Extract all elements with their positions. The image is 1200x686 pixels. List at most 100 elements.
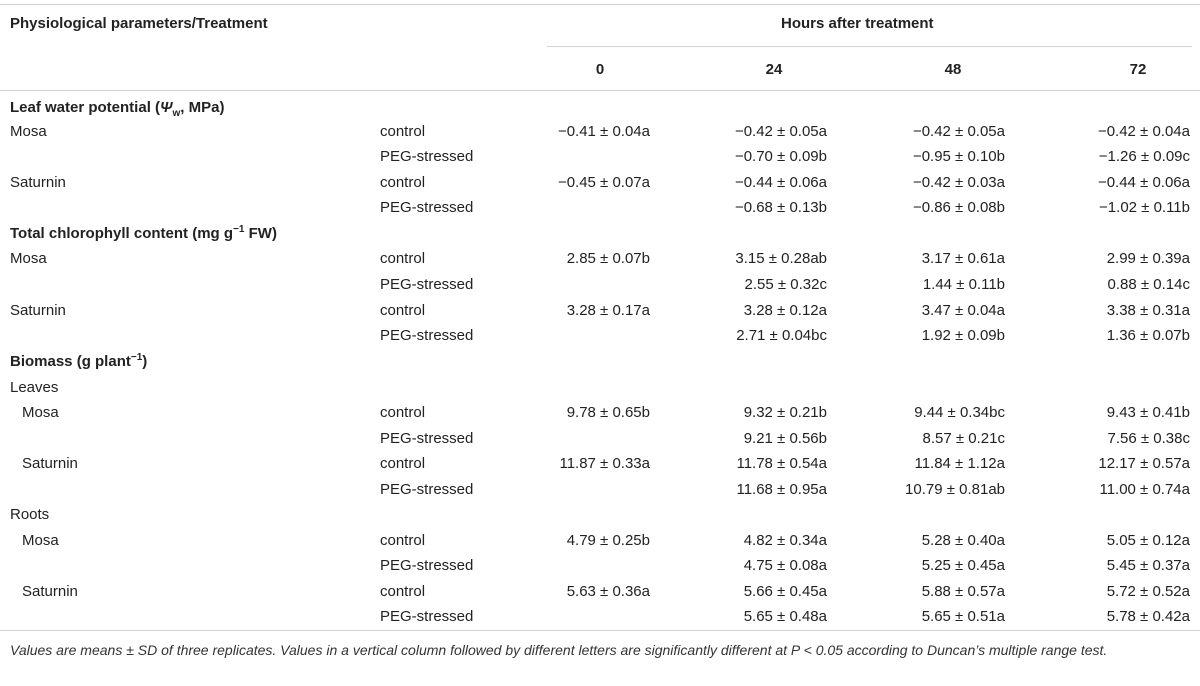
value-cell-48h: 5.28 ± 0.40a	[921, 532, 1005, 549]
treatment-label: PEG-stressed	[380, 430, 474, 447]
treatment-label: control	[380, 455, 426, 472]
table-row: Mosa control 4.79 ± 0.25b 4.82 ± 0.34a 5…	[0, 530, 1200, 555]
cultivar-label: Mosa	[22, 532, 59, 549]
section-unit: FW)	[244, 225, 277, 242]
value-cell-72h: 12.17 ± 0.57a	[1098, 455, 1190, 472]
treatment-label: control	[380, 250, 426, 267]
cultivar-label: Mosa	[10, 250, 47, 267]
section-title: Leaf water potential (Ψw, MPa)	[10, 99, 225, 119]
value-cell-24h: 2.55 ± 0.32c	[744, 276, 827, 293]
treatment-label: PEG-stressed	[380, 148, 474, 165]
table-row: Saturnin control −0.45 ± 0.07a −0.44 ± 0…	[0, 172, 1200, 197]
value-cell-48h: 3.17 ± 0.61a	[921, 250, 1005, 267]
section-title: Total chlorophyll content (mg g−1 FW)	[10, 225, 277, 243]
value-cell-72h: 5.05 ± 0.12a	[1106, 532, 1190, 549]
value-cell-72h: −0.44 ± 0.06a	[1097, 174, 1190, 191]
cultivar-label: Mosa	[10, 123, 47, 140]
subsection-row: Roots	[0, 504, 1200, 529]
cultivar-label: Saturnin	[10, 174, 66, 191]
section-superscript: −1	[130, 352, 143, 363]
table-row: PEG-stressed −0.68 ± 0.13b −0.86 ± 0.08b…	[0, 197, 1200, 222]
treatment-label: control	[380, 532, 426, 549]
value-cell-24h: −0.68 ± 0.13b	[734, 199, 827, 216]
section-title-row: Total chlorophyll content (mg g−1 FW)	[0, 223, 1200, 248]
value-cell-48h: −0.42 ± 0.05a	[912, 123, 1005, 140]
value-cell-72h: 3.38 ± 0.31a	[1106, 302, 1190, 319]
value-cell-48h: −0.86 ± 0.08b	[912, 199, 1005, 216]
cultivar-label: Saturnin	[22, 455, 78, 472]
value-cell-48h: 10.79 ± 0.81ab	[905, 481, 1005, 498]
value-cell-48h: 9.44 ± 0.34bc	[914, 404, 1005, 421]
hours-span-rule	[547, 46, 1192, 47]
header-bottom-rule	[0, 90, 1200, 91]
cultivar-label: Saturnin	[22, 583, 78, 600]
table-row: Saturnin control 11.87 ± 0.33a 11.78 ± 0…	[0, 453, 1200, 478]
value-cell-24h: 9.21 ± 0.56b	[743, 430, 827, 447]
psi-subscript: w	[172, 108, 181, 119]
value-cell-0h: 2.85 ± 0.07b	[566, 250, 650, 267]
value-cell-48h: −0.95 ± 0.10b	[912, 148, 1005, 165]
value-cell-24h: −0.42 ± 0.05a	[734, 123, 827, 140]
value-cell-48h: 5.88 ± 0.57a	[921, 583, 1005, 600]
value-cell-0h: 11.87 ± 0.33a	[559, 455, 650, 472]
subsection-leaves-label: Leaves	[10, 379, 59, 396]
table-header-hours: Hours after treatment	[781, 15, 934, 32]
table-row: PEG-stressed 4.75 ± 0.08a 5.25 ± 0.45a 5…	[0, 555, 1200, 580]
value-cell-48h: 5.65 ± 0.51a	[921, 608, 1005, 625]
table-row: PEG-stressed 9.21 ± 0.56b 8.57 ± 0.21c 7…	[0, 428, 1200, 453]
column-header-48h: 48	[944, 61, 962, 78]
treatment-label: PEG-stressed	[380, 557, 474, 574]
value-cell-72h: 11.00 ± 0.74a	[1099, 481, 1190, 498]
value-cell-24h: 11.78 ± 0.54a	[736, 455, 827, 472]
treatment-label: control	[380, 302, 426, 319]
value-cell-72h: 5.78 ± 0.42a	[1106, 608, 1190, 625]
value-cell-24h: 2.71 ± 0.04bc	[736, 327, 827, 344]
value-cell-72h: 9.43 ± 0.41b	[1106, 404, 1190, 421]
table-row: Saturnin control 5.63 ± 0.36a 5.66 ± 0.4…	[0, 581, 1200, 606]
section-title-row: Leaf water potential (Ψw, MPa)	[0, 97, 1200, 122]
treatment-label: control	[380, 174, 426, 191]
value-cell-0h: 9.78 ± 0.65b	[566, 404, 650, 421]
value-cell-0h: 3.28 ± 0.17a	[566, 302, 650, 319]
cultivar-label: Saturnin	[10, 302, 66, 319]
psi-symbol: Ψ	[160, 99, 173, 116]
section-unit: )	[142, 353, 148, 370]
value-cell-72h: −0.42 ± 0.04a	[1097, 123, 1190, 140]
treatment-label: PEG-stressed	[380, 327, 474, 344]
section-title-text: Leaf water potential	[10, 99, 151, 116]
value-cell-48h: 1.44 ± 0.11b	[922, 276, 1005, 293]
table-row: PEG-stressed 11.68 ± 0.95a 10.79 ± 0.81a…	[0, 479, 1200, 504]
table-row: PEG-stressed −0.70 ± 0.09b −0.95 ± 0.10b…	[0, 146, 1200, 171]
table-footnote: Values are means ± SD of three replicate…	[10, 642, 1108, 658]
value-cell-24h: 3.15 ± 0.28ab	[735, 250, 827, 267]
subsection-roots-label: Roots	[10, 506, 50, 523]
value-cell-48h: 1.92 ± 0.09b	[921, 327, 1005, 344]
section-superscript: −1	[233, 224, 245, 235]
table-row: Saturnin control 3.28 ± 0.17a 3.28 ± 0.1…	[0, 300, 1200, 325]
value-cell-24h: 4.82 ± 0.34a	[743, 532, 827, 549]
treatment-label: PEG-stressed	[380, 608, 474, 625]
value-cell-24h: −0.70 ± 0.09b	[734, 148, 827, 165]
value-cell-24h: −0.44 ± 0.06a	[734, 174, 827, 191]
table-bottom-rule	[0, 630, 1200, 631]
value-cell-72h: −1.26 ± 0.09c	[1098, 148, 1190, 165]
treatment-label: PEG-stressed	[380, 199, 474, 216]
value-cell-72h: 1.36 ± 0.07b	[1106, 327, 1190, 344]
treatment-label: PEG-stressed	[380, 276, 474, 293]
column-header-0h: 0	[595, 61, 605, 78]
section-title-row: Biomass (g plant−1)	[0, 351, 1200, 376]
value-cell-72h: 5.45 ± 0.37a	[1106, 557, 1190, 574]
value-cell-24h: 5.66 ± 0.45a	[743, 583, 827, 600]
subsection-row: Leaves	[0, 377, 1200, 402]
section-title: Biomass (g plant−1)	[10, 353, 147, 371]
section-title-text: Biomass (g plant	[10, 353, 131, 370]
section-unit: , MPa	[180, 99, 220, 116]
value-cell-24h: 11.68 ± 0.95a	[736, 481, 827, 498]
treatment-label: control	[380, 404, 426, 421]
table-row: PEG-stressed 2.55 ± 0.32c 1.44 ± 0.11b 0…	[0, 274, 1200, 299]
value-cell-0h: −0.45 ± 0.07a	[557, 174, 650, 191]
value-cell-72h: 0.88 ± 0.14c	[1107, 276, 1190, 293]
value-cell-48h: −0.42 ± 0.03a	[912, 174, 1005, 191]
table-row: PEG-stressed 2.71 ± 0.04bc 1.92 ± 0.09b …	[0, 325, 1200, 350]
value-cell-0h: −0.41 ± 0.04a	[557, 123, 650, 140]
